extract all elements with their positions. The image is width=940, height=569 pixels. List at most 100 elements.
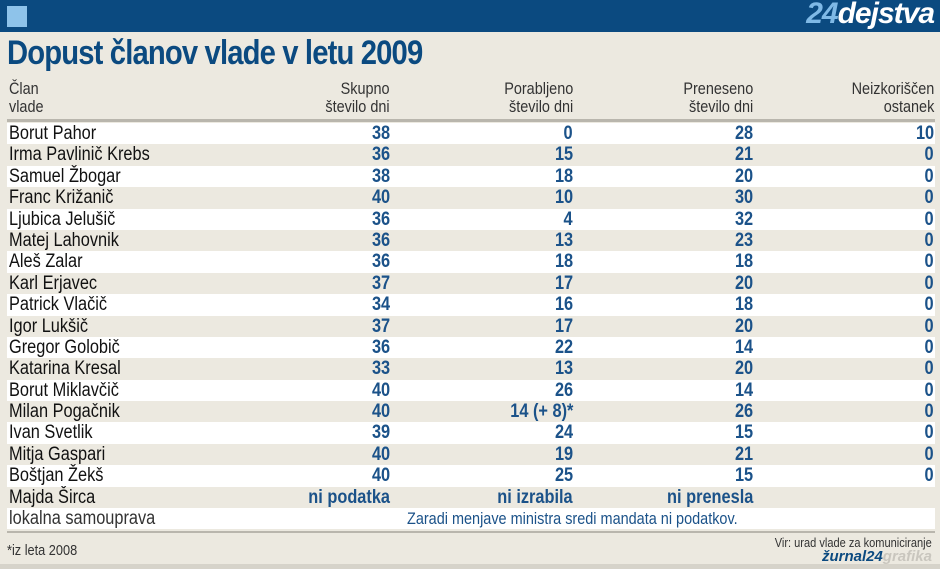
page-title: Dopust članov vlade v letu 2009 [7, 34, 423, 72]
unused-days: 0 [924, 165, 934, 187]
member-name: Karl Erjavec [9, 272, 98, 294]
used-days: 25 [554, 465, 573, 487]
table-row: Katarina Kresal 33 13 20 0 [7, 358, 935, 379]
carried-days: 14 [734, 336, 753, 358]
member-name: Patrick Vlačič [9, 294, 108, 316]
unused-days: 0 [924, 401, 934, 423]
used-days: 4 [563, 208, 573, 230]
table-row: Matej Lahovnik 36 13 23 0 [7, 230, 935, 251]
table-row: Ivan Svetlik 39 24 15 0 [7, 422, 935, 444]
carried-days: 20 [734, 315, 753, 337]
used-days: 10 [554, 187, 573, 209]
total-days: 40 [371, 187, 390, 209]
member-name: Mitja Gaspari [9, 443, 106, 465]
member-name: Gregor Golobič [9, 336, 120, 358]
table-row: Mitja Gaspari 40 19 21 0 [7, 444, 935, 465]
unused-days: 0 [924, 251, 934, 273]
bottom-strip [0, 564, 940, 569]
member-name: Borut Miklavčič [9, 379, 119, 401]
total-days: 40 [371, 401, 390, 423]
carried-days: 28 [734, 123, 753, 144]
col-header-unused: Neizkoriščen ostanek [851, 79, 934, 116]
divider [7, 531, 935, 533]
carried-days: 20 [734, 272, 753, 294]
brand-logo: 24dejstva [806, 0, 935, 30]
carried-days: ni prenesla [666, 486, 753, 508]
col-header-carried: Preneseno število dni [683, 79, 753, 116]
table-row: Igor Lukšič 37 17 20 0 [7, 316, 935, 337]
credit-logo: žurnal24grafika [821, 548, 932, 565]
carried-days: 15 [734, 465, 753, 487]
col-header-used: Porabljeno število dni [503, 79, 573, 116]
member-name: Aleš Zalar [9, 251, 83, 273]
table-row: Karl Erjavec 37 17 20 0 [7, 273, 935, 294]
member-name: Milan Pogačnik [9, 401, 120, 423]
total-days: 36 [371, 144, 390, 166]
total-days: 39 [371, 422, 390, 444]
member-name: Ljubica Jelušič [9, 208, 116, 230]
source: Vir: urad vlade za komuniciranje [774, 535, 932, 550]
table-row: Patrick Vlačič 34 16 18 0 [7, 294, 935, 316]
used-days: ni izrabila [497, 486, 573, 508]
used-days: 19 [554, 443, 573, 465]
row-note: Zaradi menjave ministra sredi mandata ni… [407, 509, 738, 529]
carried-days: 23 [734, 229, 753, 251]
used-days: 13 [554, 229, 573, 251]
total-days: 36 [371, 208, 390, 230]
table-row: lokalna samouprava Zaradi menjave ministr… [7, 508, 935, 530]
unused-days: 0 [924, 187, 934, 209]
used-days: 26 [554, 379, 573, 401]
used-days: 24 [554, 422, 573, 444]
used-days: 14 (+ 8)* [509, 401, 573, 423]
unused-days: 0 [924, 379, 934, 401]
carried-days: 32 [734, 208, 753, 230]
total-days: 37 [371, 315, 390, 337]
total-days: ni podatka [308, 486, 390, 508]
top-bar: 24dejstva [0, 0, 940, 32]
member-name: Majda Širca [9, 486, 96, 508]
table-row: Irma Pavlinič Krebs 36 15 21 0 [7, 144, 935, 165]
carried-days: 18 [734, 251, 753, 273]
table-row: Samuel Žbogar 38 18 20 0 [7, 165, 935, 188]
member-name: Igor Lukšič [9, 315, 89, 337]
unused-days: 0 [924, 229, 934, 251]
col-header-member: Član vlade [9, 79, 44, 116]
table-row: Franc Križanič 40 10 30 0 [7, 187, 935, 208]
carried-days: 20 [734, 358, 753, 380]
table-row: Gregor Golobič 36 22 14 0 [7, 336, 935, 359]
table-row: Milan Pogačnik 40 14 (+ 8)* 26 0 [7, 401, 935, 422]
total-days: 40 [371, 379, 390, 401]
table-row: Boštjan Žekš 40 25 15 0 [7, 465, 935, 487]
member-name: Samuel Žbogar [9, 165, 121, 187]
unused-days: 0 [924, 358, 934, 380]
total-days: 33 [371, 358, 390, 380]
unused-days: 0 [924, 294, 934, 316]
used-days: 0 [563, 123, 573, 144]
total-days: 40 [371, 465, 390, 487]
member-name: Matej Lahovnik [9, 229, 119, 251]
total-days: 36 [371, 336, 390, 358]
unused-days: 0 [924, 315, 934, 337]
footnote: *iz leta 2008 [7, 542, 78, 559]
unused-days: 0 [924, 443, 934, 465]
total-days: 40 [371, 443, 390, 465]
member-name: Irma Pavlinič Krebs [9, 144, 150, 166]
unused-days: 0 [924, 422, 934, 444]
total-days: 34 [371, 294, 390, 316]
table-row: Majda Širca ni podatka ni izrabila ni prene… [7, 487, 935, 508]
table-row: Ljubica Jelušič 36 4 32 0 [7, 208, 935, 230]
carried-days: 26 [734, 401, 753, 423]
unused-days: 0 [924, 144, 934, 166]
carried-days: 20 [734, 165, 753, 187]
used-days: 22 [554, 336, 573, 358]
table-row: Borut Miklavčič 40 26 14 0 [7, 379, 935, 402]
data-table: Borut Pahor 38 0 28 10 Irma Pavlinič Krebs 36 1… [7, 123, 935, 530]
total-days: 38 [371, 165, 390, 187]
carried-days: 21 [734, 443, 753, 465]
used-days: 13 [554, 358, 573, 380]
divider [7, 119, 935, 122]
unused-days: 10 [915, 123, 934, 144]
member-name: Franc Križanič [9, 187, 114, 209]
used-days: 15 [554, 144, 573, 166]
unused-days: 0 [924, 336, 934, 358]
